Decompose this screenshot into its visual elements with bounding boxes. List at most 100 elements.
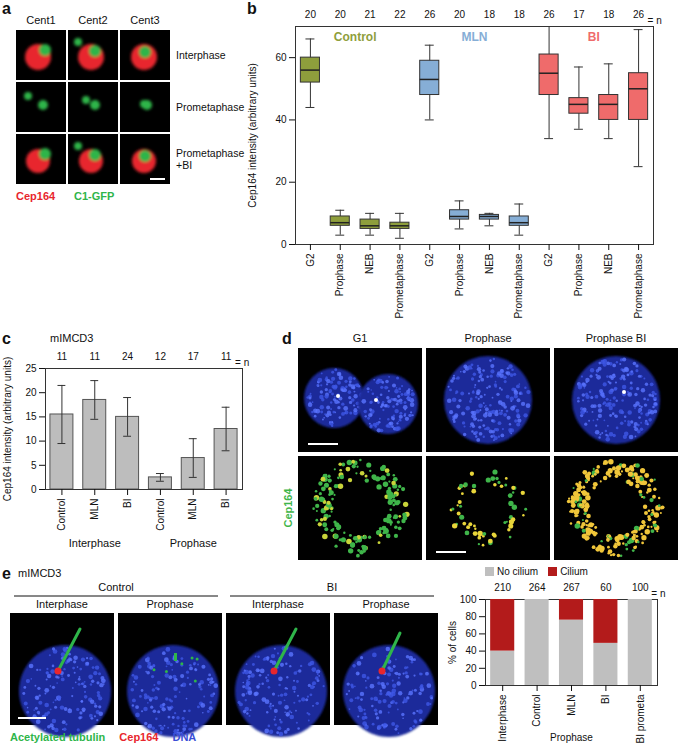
svg-text:Prometaphase: Prometaphase [513,253,524,318]
svg-text:Prometaphase: Prometaphase [633,253,644,318]
svg-text:20: 20 [305,9,317,20]
html-text:Interphase: Interphase [252,598,304,610]
svg-text:= n: = n [648,15,662,26]
svg-text:210: 210 [494,582,511,593]
svg-text:0: 0 [31,484,37,495]
svg-text:80: 80 [465,611,477,622]
svg-text:BI: BI [220,499,231,508]
svg-text:11: 11 [57,351,68,362]
html-text:Cilium: Cilium [560,566,588,577]
svg-text:267: 267 [563,582,580,593]
html-text:mIMCD3: mIMCD3 [50,332,94,344]
html-text:Interphase: Interphase [176,49,226,61]
svg-text:Control: Control [56,499,67,531]
svg-text:Interphase: Interphase [69,537,121,549]
svg-text:11: 11 [221,351,232,362]
html-text:Prometaphase: Prometaphase [176,101,245,113]
svg-text:MLN: MLN [89,499,100,520]
svg-text:Control: Control [334,30,377,44]
svg-text:Cep164 intensity (arbitrary un: Cep164 intensity (arbitrary units) [2,357,13,502]
svg-text:G2: G2 [543,253,554,267]
svg-text:MLN: MLN [462,30,488,44]
svg-text:NEB: NEB [484,253,495,274]
html-text:mIMCD3: mIMCD3 [18,567,62,579]
svg-text:22: 22 [394,9,406,20]
svg-text:NEB: NEB [603,253,614,274]
html-text:Prometaphase +BI: Prometaphase +BI [176,147,245,171]
html-text:Cep164: Cep164 [16,190,56,202]
svg-text:40: 40 [275,114,287,125]
svg-text:Control: Control [155,499,166,531]
svg-text:20: 20 [25,387,37,398]
svg-text:20: 20 [454,9,466,20]
svg-text:Prophase: Prophase [334,253,345,296]
svg-text:24: 24 [122,351,134,362]
svg-text:= n: = n [651,588,665,599]
html-text:Interphase: Interphase [36,598,88,610]
svg-text:% of cells: % of cells [447,621,458,664]
svg-text:= n: = n [235,357,249,368]
svg-text:264: 264 [529,582,546,593]
html-text:No cilium: No cilium [497,566,539,577]
svg-text:BI: BI [588,30,600,44]
svg-text:0: 0 [471,680,477,691]
svg-text:G2: G2 [305,253,316,267]
html-text:Prophase: Prophase [362,598,410,610]
svg-text:100: 100 [460,594,477,605]
svg-text:G2: G2 [424,253,435,267]
html-text:G1: G1 [352,332,368,344]
svg-text:26: 26 [424,9,436,20]
svg-text:Prophase: Prophase [573,253,584,296]
html-text:DNA: DNA [172,731,197,743]
svg-text:26: 26 [544,9,556,20]
html-text:Cent1: Cent1 [26,14,56,26]
svg-text:20: 20 [335,9,347,20]
svg-text:20: 20 [465,663,477,674]
svg-text:21: 21 [365,9,377,20]
html-text:Cent3: Cent3 [130,14,160,26]
svg-text:18: 18 [603,9,615,20]
html-text:BI: BI [326,581,338,593]
html-text:Prophase: Prophase [464,332,512,344]
html-text:Cent2: Cent2 [78,14,108,26]
svg-text:0: 0 [281,239,287,250]
svg-text:60: 60 [275,52,287,63]
svg-text:Control: Control [531,695,542,727]
svg-text:20: 20 [275,176,287,187]
svg-text:NEB: NEB [364,253,375,274]
svg-text:17: 17 [188,351,200,362]
svg-text:26: 26 [633,9,645,20]
svg-text:10: 10 [25,435,37,446]
svg-text:18: 18 [484,9,496,20]
html-text:Acetylated tubulin: Acetylated tubulin [10,731,106,743]
svg-text:15: 15 [25,411,37,422]
svg-text:40: 40 [465,645,477,656]
svg-text:Cep164: Cep164 [282,488,294,528]
svg-text:Prometaphase: Prometaphase [394,253,405,318]
svg-text:60: 60 [465,628,477,639]
html-text:C1-GFP: C1-GFP [74,190,115,202]
svg-text:25: 25 [25,363,37,374]
html-text:Control: Control [98,581,134,593]
svg-text:100: 100 [632,582,649,593]
svg-text:BI prometa: BI prometa [635,694,646,743]
svg-text:Interphase: Interphase [497,694,508,742]
html-text:Prophase: Prophase [146,598,194,610]
html-text:Cep164: Cep164 [119,731,159,743]
svg-text:17: 17 [573,9,585,20]
svg-text:MLN: MLN [187,499,198,520]
svg-text:12: 12 [155,351,167,362]
svg-text:Prophase: Prophase [170,537,217,549]
svg-text:18: 18 [514,9,526,20]
svg-text:MLN: MLN [566,695,577,716]
svg-text:Prophase: Prophase [550,732,593,743]
svg-text:Prophase: Prophase [454,253,465,296]
svg-text:11: 11 [90,351,101,362]
html-text:d: d [282,330,292,347]
html-text:Prophase BI: Prophase BI [585,332,647,344]
svg-text:BI: BI [600,695,611,704]
svg-text:Cep164 intensity (arbitrary un: Cep164 intensity (arbitrary units) [247,63,258,208]
svg-text:BI: BI [122,499,133,508]
svg-text:5: 5 [31,460,37,471]
svg-text:60: 60 [600,582,612,593]
